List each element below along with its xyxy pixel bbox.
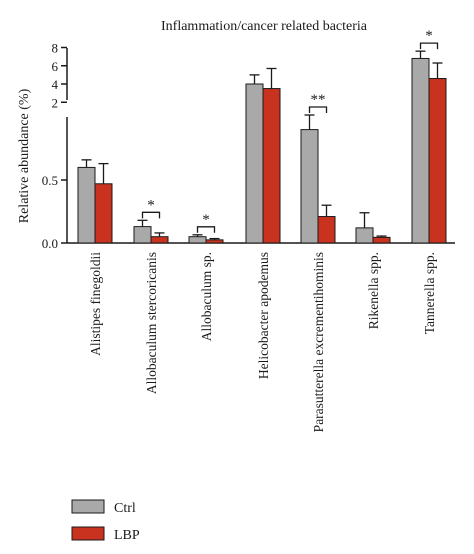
significance-bracket	[141, 211, 161, 219]
bar-lbp	[372, 236, 391, 244]
x-tick-label: Rikenella spp.	[366, 252, 381, 329]
bar-lbp	[428, 78, 447, 244]
bar-ctrl	[188, 236, 207, 244]
x-tick-label: Allobaculum stercoricanis	[144, 252, 159, 394]
x-tick-label: Tannerella spp.	[422, 252, 437, 334]
significance-bracket	[196, 226, 216, 233]
bar-ctrl	[300, 129, 319, 244]
bar-ctrl	[355, 227, 374, 244]
legend-swatch-ctrl	[71, 499, 105, 514]
x-tick-label: Parasutterella excrementihominis	[311, 252, 326, 432]
significance-label: *	[425, 28, 433, 44]
x-tick-label: Helicobacter apodemus	[256, 252, 271, 379]
bar-ctrl	[411, 57, 430, 244]
y-tick-label: 2	[52, 95, 59, 110]
bar-ctrl	[77, 166, 96, 244]
bar-lbp	[317, 216, 336, 244]
significance-label: *	[147, 197, 155, 213]
significance-bracket	[308, 106, 328, 113]
chart-title: Inflammation/cancer related bacteria	[161, 19, 368, 34]
x-tick-label: Alistipes finegoldii	[88, 252, 103, 356]
legend-label-ctrl: Ctrl	[114, 501, 136, 516]
bar-lbp	[150, 236, 169, 244]
y-tick-label: 0.0	[42, 236, 58, 251]
bar-lbp	[262, 88, 281, 244]
y-tick-label: 8	[52, 41, 59, 56]
significance-markers: *****	[141, 28, 439, 233]
significance-label: **	[311, 92, 326, 108]
x-tick-labels: Alistipes finegoldii Allobaculum stercori…	[88, 252, 437, 433]
legend-swatch-lbp	[71, 526, 105, 541]
significance-label: *	[202, 212, 210, 228]
significance-bracket	[419, 42, 439, 50]
bar-lbp	[94, 183, 113, 244]
bar-ctrl	[133, 226, 152, 244]
y-axis-label: Relative abundance (%)	[17, 88, 32, 223]
y-tick-label: 0.5	[42, 173, 58, 188]
bars-group	[77, 50, 447, 244]
y-tick-label: 4	[52, 77, 59, 92]
legend: Ctrl LBP	[71, 499, 140, 543]
x-tick-label: Allobaculum sp.	[199, 252, 214, 341]
bar-ctrl	[245, 83, 264, 244]
y-tick-label: 6	[52, 59, 59, 74]
bar-lbp	[205, 239, 224, 244]
legend-label-lbp: LBP	[114, 528, 140, 543]
